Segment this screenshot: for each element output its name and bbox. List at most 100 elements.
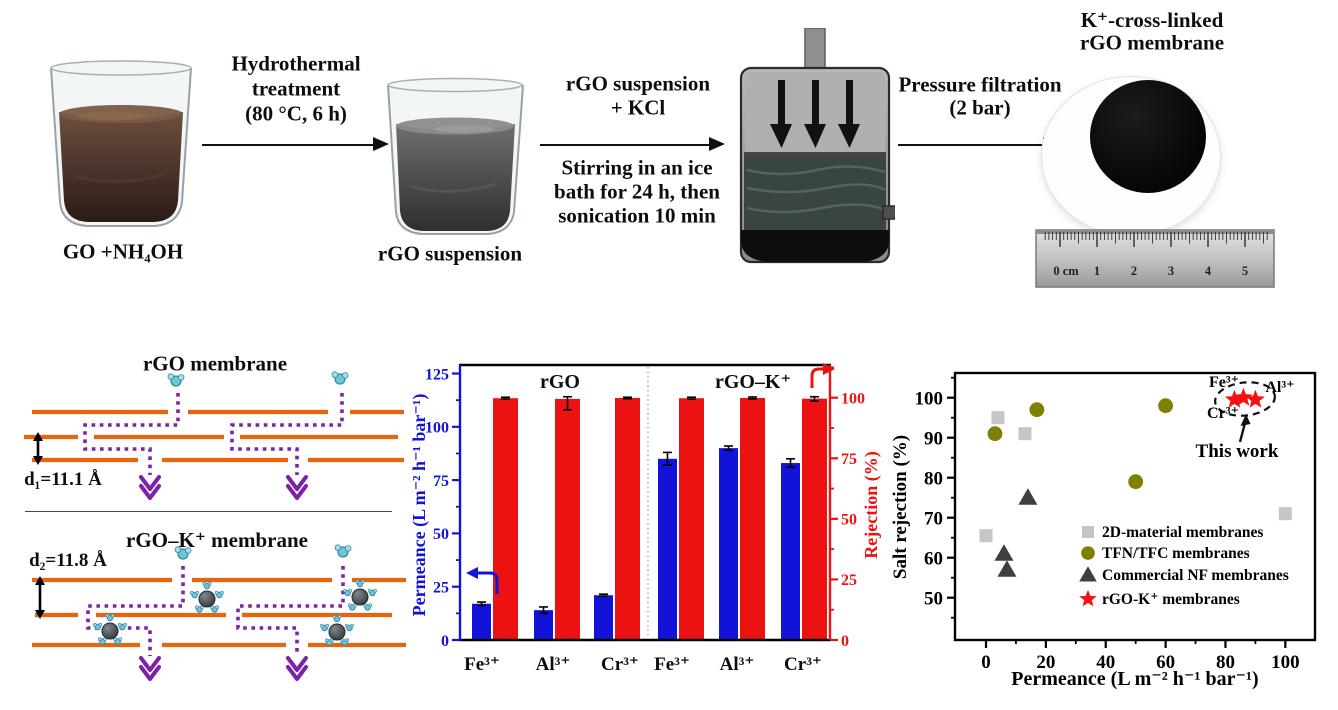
- rgo-k-membrane-schematic: [32, 544, 406, 681]
- svg-text:75: 75: [433, 473, 449, 490]
- svg-text:100: 100: [841, 390, 865, 407]
- permeance-bar: [594, 595, 613, 640]
- permeance-bar: [658, 458, 677, 640]
- svg-text:80: 80: [924, 469, 943, 490]
- data-point: [987, 426, 1003, 442]
- graphene-sheets: [24, 409, 404, 463]
- d2-spacing-arrow: [35, 576, 45, 619]
- data-point: [997, 560, 1017, 577]
- left-axis-pointer-icon: [478, 571, 499, 594]
- permeance-bar: [719, 448, 738, 640]
- svg-text:0: 0: [841, 633, 849, 650]
- arrow2-bottom-caption-line2: bath for 24 h, then: [554, 179, 720, 204]
- data-point: [1233, 387, 1253, 406]
- svg-text:70: 70: [924, 509, 943, 530]
- arrow1-caption-line1: Hydrothermal: [231, 51, 361, 76]
- water-path: [236, 566, 345, 656]
- arrow2-bottom-caption-line1: Stirring in an ice: [561, 155, 713, 180]
- water-path: [83, 393, 180, 475]
- data-point: [994, 544, 1014, 561]
- data-point: [1245, 389, 1265, 408]
- hydrated-k-ion: [189, 581, 225, 613]
- hydrated-k-ion: [319, 614, 355, 646]
- hydrated-k-ion: [92, 613, 128, 645]
- ruler: 0 cm 1 2 3 4 5: [1035, 229, 1275, 288]
- this-work-caption: This work: [1196, 441, 1279, 462]
- process-arrow-3: [898, 137, 1059, 152]
- permeance-bar: [781, 463, 800, 640]
- benchmark-scatter-plot: 0 20 40 60 80 100 50 60 70 80 90 100 2D-material mem…: [890, 371, 1317, 690]
- go-beaker-illustration: [50, 60, 192, 227]
- rgo-k-membrane-title: rGO–K⁺ membrane: [126, 528, 308, 552]
- scatter-x-axis-title: Permeance (L m⁻² h⁻¹ bar⁻¹): [1011, 668, 1258, 690]
- legend-label: TFN/TFC membranes: [1102, 545, 1250, 562]
- annotation-al: Al³⁺: [1265, 379, 1294, 396]
- permeance-bar: [472, 603, 491, 640]
- product-label-line1: K⁺-cross-linked: [1080, 8, 1224, 32]
- bar-category-label: Fe³⁺: [654, 654, 690, 675]
- rgo-membrane-disc: [1090, 80, 1206, 193]
- permeance-rejection-bar-chart: 0 25 50 75 100 125 0 25 50 75 100 Fe³⁺ Al³⁺ Cr³⁺ Fe³⁺ A…: [409, 363, 882, 675]
- schematic-divider: [25, 511, 392, 512]
- ruler-number: 0 cm: [1053, 264, 1079, 278]
- water-molecule-icon: [167, 373, 185, 387]
- water-molecule-icon: [331, 371, 349, 385]
- d2-spacing-label: d₂=11.8 Å: [29, 550, 107, 571]
- data-point: [1158, 398, 1173, 414]
- bar-category-label: Fe³⁺: [464, 654, 500, 675]
- bar-category-label: Cr³⁺: [784, 654, 822, 675]
- svg-text:80: 80: [1216, 652, 1235, 673]
- step1-label: GO +NH₄OH: [62, 239, 184, 264]
- d1-spacing-label: d₁=11.1 Å: [24, 469, 102, 490]
- ruler-number: 1: [1094, 264, 1100, 278]
- arrow2-top-caption-line1: rGO suspension: [565, 71, 711, 96]
- ruler-number: 4: [1205, 264, 1212, 278]
- svg-text:90: 90: [924, 429, 943, 450]
- svg-text:0: 0: [981, 652, 991, 673]
- rejection-bar: [802, 398, 827, 640]
- svg-text:20: 20: [1036, 652, 1055, 673]
- annotation-cr: Cr³⁺: [1207, 405, 1239, 422]
- svg-text:25: 25: [841, 572, 857, 589]
- water-exit-arrowhead: [139, 475, 308, 500]
- svg-text:50: 50: [433, 526, 449, 543]
- legend-marker: [1079, 589, 1097, 607]
- water-molecule-icon: [174, 546, 192, 560]
- svg-text:0: 0: [441, 633, 449, 650]
- graphene-sheets: [32, 577, 406, 648]
- legend-marker: [1081, 546, 1095, 560]
- ruler-number: 5: [1242, 264, 1248, 278]
- step2-label: rGO suspension: [377, 241, 523, 266]
- rejection-bar: [493, 398, 518, 640]
- legend-label: rGO-K⁺ membranes: [1102, 591, 1240, 608]
- legend-marker: [1079, 566, 1097, 582]
- rejection-bar: [615, 397, 640, 640]
- legend-marker: [1082, 526, 1094, 538]
- arrow1-caption-line2: treatment: [251, 76, 341, 101]
- right-axis-title: Rejection (%): [861, 451, 882, 558]
- arrow1-caption-line3: (80 °C, 6 h): [245, 101, 347, 126]
- arrow2-bottom-caption-line3: sonication 10 min: [558, 203, 716, 228]
- svg-text:100: 100: [1271, 652, 1300, 673]
- pressure-arrows-icon: [770, 80, 860, 148]
- rejection-bar: [679, 398, 704, 640]
- data-point: [979, 529, 993, 543]
- arrow2-top-caption-line2: + KCl: [610, 95, 666, 120]
- svg-text:125: 125: [425, 366, 449, 383]
- svg-text:25: 25: [433, 579, 449, 596]
- annotation-fe: Fe³⁺: [1209, 374, 1239, 391]
- bar-category-label: Cr³⁺: [601, 654, 639, 675]
- rgo-membrane-schematic: [24, 371, 404, 500]
- data-point: [1029, 402, 1045, 418]
- svg-text:60: 60: [924, 549, 943, 570]
- this-work-arrowhead: [1240, 414, 1251, 426]
- permeance-bar: [534, 610, 553, 640]
- arrow3-caption-line1: Pressure filtration: [898, 72, 1062, 97]
- process-arrow-1: [202, 137, 389, 152]
- data-point: [1128, 474, 1144, 490]
- svg-text:40: 40: [1096, 652, 1115, 673]
- pressure-filtration-cell-illustration: [739, 28, 895, 264]
- legend-label: 2D-material membranes: [1102, 524, 1263, 541]
- bar-category-label: Al³⁺: [720, 654, 755, 675]
